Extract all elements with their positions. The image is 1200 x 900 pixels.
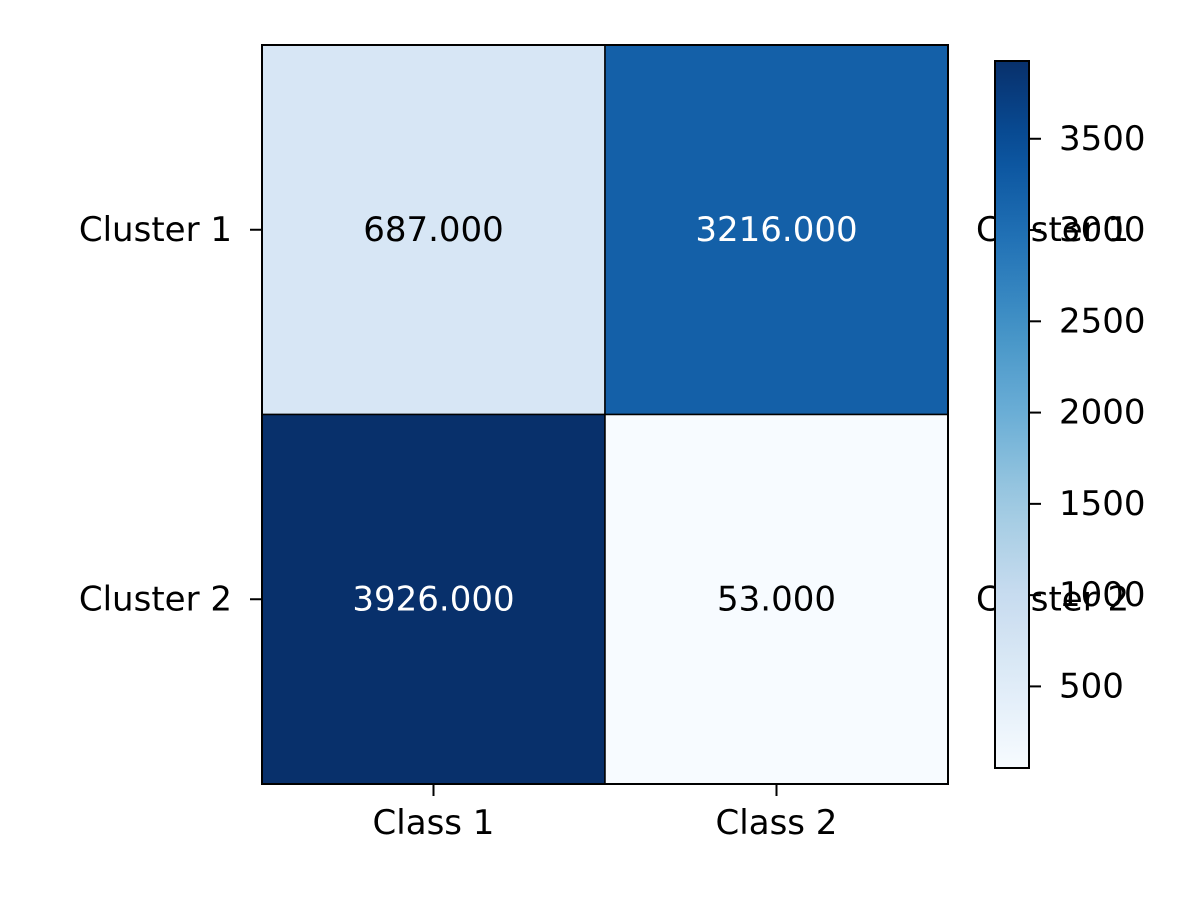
colorbar-tick-label-3: 1500 <box>1059 484 1146 524</box>
colorbar-tick-label-7: 3500 <box>1059 119 1146 159</box>
y-axis: Cluster 1 Cluster 2 <box>79 210 262 619</box>
plot-frame <box>261 44 949 785</box>
cell-value-label-r2-c1: 3926.000 <box>352 579 514 619</box>
colorbar-tick-label-2: 1000 <box>1059 575 1146 615</box>
x-axis: Class 1 Class 2 <box>373 784 838 843</box>
heatmap-cell-labels: 687.000 3216.000 3926.000 53.000 <box>352 210 857 620</box>
y-tick-label-1: Cluster 1 <box>79 210 232 250</box>
heatmap-cell-r1-c2 <box>604 44 949 416</box>
heatmap-cell-r2-c1 <box>261 413 606 785</box>
x-tick-label-2: Class 2 <box>716 803 838 843</box>
cell-value-label-r1-c1: 687.000 <box>363 210 504 250</box>
colorbar-tick-label-4: 2000 <box>1059 393 1146 433</box>
colorbar: 500 1000 1500 2000 2500 3000 3500 <box>994 60 1146 769</box>
cell-value-label-r1-c2: 3216.000 <box>695 210 857 250</box>
colorbar-gradient <box>994 60 1030 769</box>
heatmap-cells <box>261 44 949 785</box>
colorbar-tick-label-5: 2500 <box>1059 301 1146 341</box>
heatmap-cell-r2-c2 <box>604 413 949 785</box>
x-tick-label-1: Class 1 <box>373 803 495 843</box>
cell-value-label-r2-c2: 53.000 <box>717 579 836 619</box>
colorbar-tick-label-1: 500 <box>1059 666 1124 706</box>
colorbar-tick-label-6: 3000 <box>1059 210 1146 250</box>
y-tick-label-2: Cluster 2 <box>79 579 232 619</box>
heatmap-cell-r1-c1 <box>261 44 606 416</box>
